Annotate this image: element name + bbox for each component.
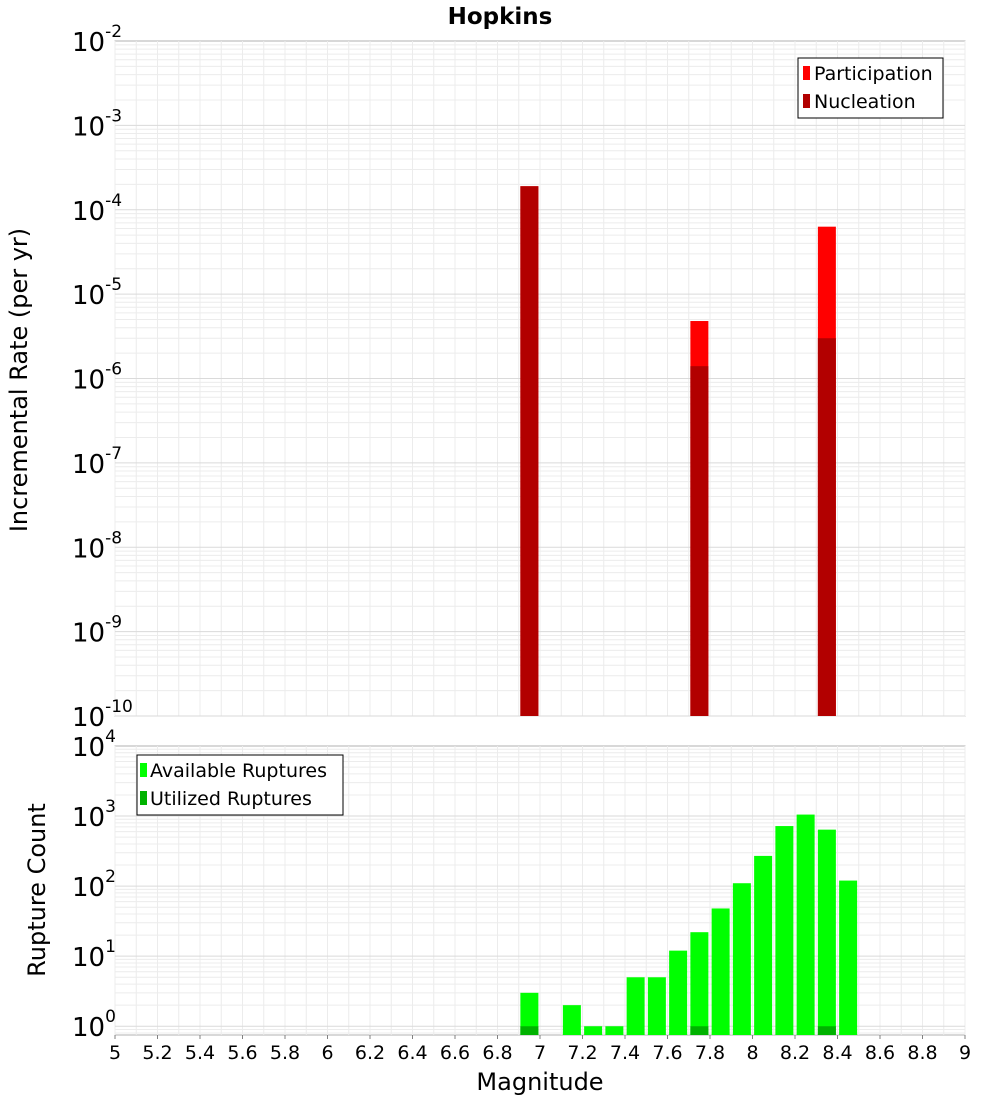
x-tick-label: 5.6 <box>227 1042 257 1064</box>
x-tick-label: 6.2 <box>355 1042 385 1064</box>
count-bar-available-ruptures <box>562 1005 581 1035</box>
bottom-legend-box <box>136 754 344 816</box>
legend-label-utilized: Utilized Ruptures <box>150 788 312 810</box>
count-bar-available-ruptures <box>775 826 794 1035</box>
count-bar-available-ruptures <box>754 855 773 1035</box>
top-y-tick-label: 10-8 <box>72 528 122 564</box>
x-tick-label: 8.8 <box>907 1042 937 1064</box>
top-grid <box>114 41 966 717</box>
count-bar-available-ruptures <box>520 992 539 1035</box>
top-plot: 10-10 10-9 10-8 10-7 10-6 10-5 10-4 10-3 10-2 <box>72 22 966 733</box>
count-bar-available-ruptures <box>732 883 751 1035</box>
x-tick-label: 7.8 <box>695 1042 725 1064</box>
x-tick-label: 7.2 <box>567 1042 597 1064</box>
x-tick-label: 5 <box>109 1042 121 1064</box>
count-bar-available-ruptures <box>584 1026 603 1035</box>
top-y-ticks: 10-10 10-9 10-8 10-7 10-6 10-5 10-4 10-3 10-2 <box>72 22 133 733</box>
count-bar-utilized-ruptures <box>520 1026 539 1035</box>
count-bar-available-ruptures <box>605 1026 624 1035</box>
top-y-tick-label: 10-6 <box>72 360 122 396</box>
bottom-legend: Available Ruptures Utilized Ruptures <box>136 754 344 816</box>
x-tick-label: 6 <box>321 1042 333 1064</box>
top-legend-box <box>797 57 944 119</box>
bottom-y-tick-label: 102 <box>72 867 116 903</box>
x-tick-label: 5.8 <box>270 1042 300 1064</box>
count-bar-available-ruptures <box>626 977 645 1035</box>
count-bar-available-ruptures <box>647 977 666 1035</box>
bottom-y-tick-label: 104 <box>72 727 116 763</box>
legend-label-participation: Participation <box>814 63 933 85</box>
rate-bar-nucleation <box>520 186 539 716</box>
x-tick-label: 5.4 <box>185 1042 215 1064</box>
bottom-bars <box>520 814 858 1035</box>
top-y-tick-label: 10-5 <box>72 275 122 311</box>
top-y-tick-label: 10-10 <box>72 697 133 733</box>
legend-label-nucleation: Nucleation <box>814 91 916 113</box>
chart-title: Hopkins <box>448 4 553 30</box>
x-tick-label: 7.6 <box>652 1042 682 1064</box>
count-bar-available-ruptures <box>690 932 709 1035</box>
x-ticks: 5 5.2 5.4 5.6 5.8 6 6.2 6.4 6.6 6.8 7 7.2 7.4 7.6 7.8 8… <box>109 1035 971 1064</box>
bottom-y-tick-label: 103 <box>72 797 116 833</box>
x-tick-label: 8 <box>746 1042 758 1064</box>
bottom-y-axis-label: Rupture Count <box>23 803 51 977</box>
top-y-tick-label: 10-2 <box>72 22 122 58</box>
count-bar-available-ruptures <box>669 950 688 1035</box>
count-bar-utilized-ruptures <box>690 1026 709 1035</box>
top-y-tick-label: 10-3 <box>72 106 122 142</box>
x-tick-label: 7.4 <box>610 1042 640 1064</box>
top-y-tick-label: 10-4 <box>72 191 122 227</box>
top-y-tick-label: 10-9 <box>72 613 122 649</box>
top-y-tick-label: 10-7 <box>72 444 122 480</box>
top-legend: Participation Nucleation <box>797 57 944 119</box>
count-bar-available-ruptures <box>711 908 730 1035</box>
x-tick-label: 8.6 <box>865 1042 895 1064</box>
legend-swatch-participation <box>803 66 810 80</box>
bottom-y-ticks: 100 101 102 103 104 <box>72 727 116 1043</box>
rate-bar-nucleation <box>690 366 709 716</box>
bottom-y-tick-label: 100 <box>72 1007 116 1043</box>
x-axis-label: Magnitude <box>476 1068 603 1096</box>
x-tick-label: 7 <box>534 1042 546 1064</box>
x-tick-label: 6.8 <box>482 1042 512 1064</box>
count-bar-available-ruptures <box>839 880 858 1035</box>
x-tick-label: 6.4 <box>397 1042 427 1064</box>
x-tick-label: 5.2 <box>142 1042 172 1064</box>
x-tick-label: 8.4 <box>822 1042 852 1064</box>
count-bar-available-ruptures <box>817 829 836 1035</box>
legend-swatch-nucleation <box>803 94 810 108</box>
count-bar-utilized-ruptures <box>817 1026 836 1035</box>
bottom-y-tick-label: 101 <box>72 937 116 973</box>
rate-bar-nucleation <box>817 338 836 716</box>
legend-swatch-available <box>140 763 147 777</box>
count-bar-available-ruptures <box>796 814 815 1035</box>
top-y-axis-label: Incremental Rate (per yr) <box>5 228 33 532</box>
top-bars <box>520 186 836 716</box>
x-tick-label: 9 <box>959 1042 971 1064</box>
legend-label-available: Available Ruptures <box>150 760 327 782</box>
legend-swatch-utilized <box>140 791 147 805</box>
x-tick-label: 6.6 <box>440 1042 470 1064</box>
x-tick-label: 8.2 <box>780 1042 810 1064</box>
